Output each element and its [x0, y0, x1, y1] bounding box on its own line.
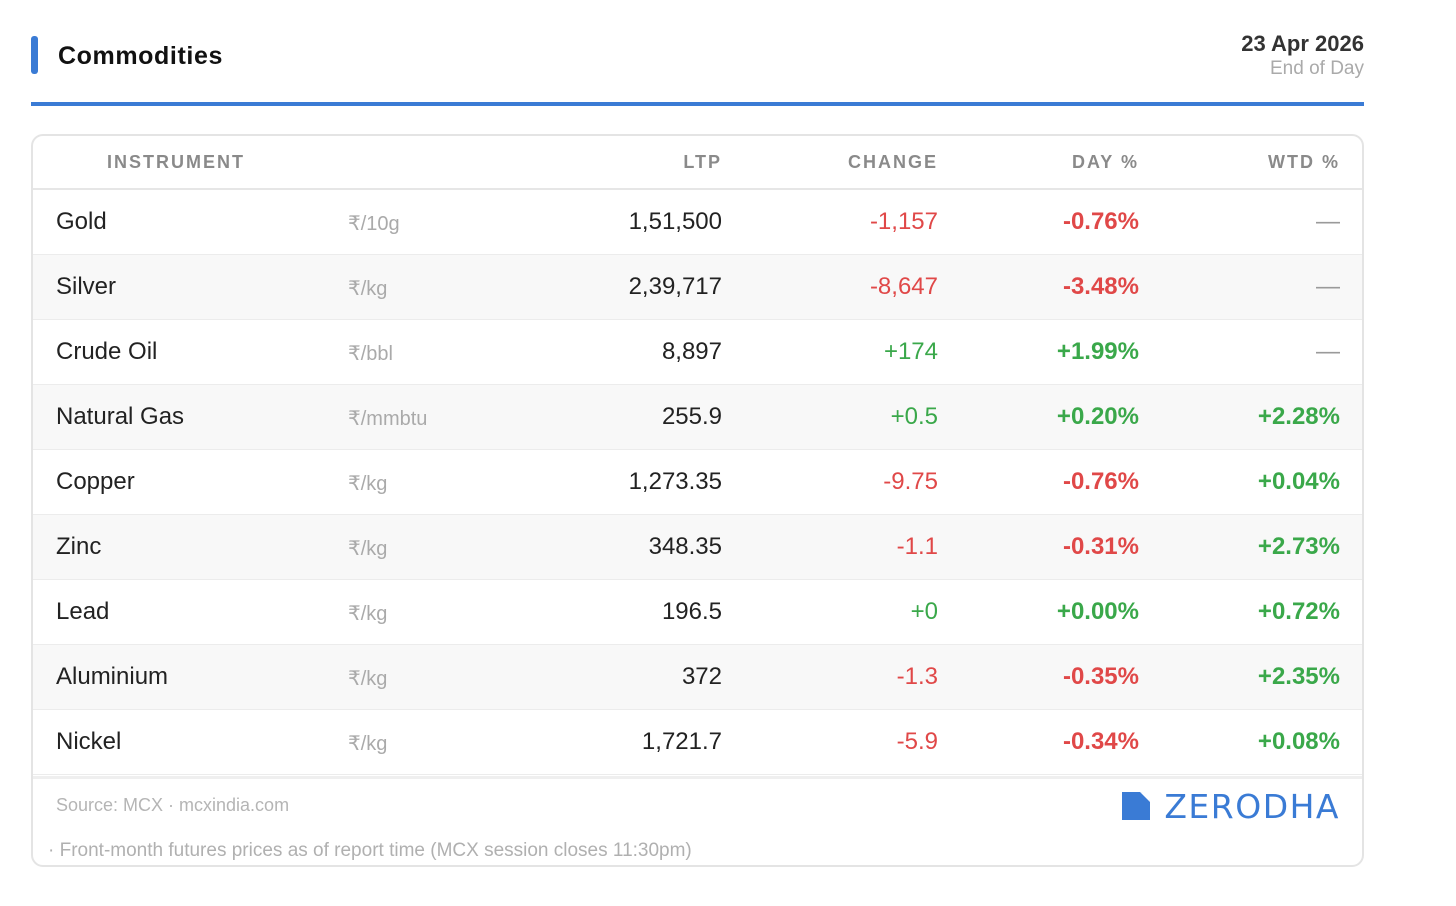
ltp-value: 1,273.35	[628, 468, 722, 495]
wtd-pct-value: +0.72%	[1257, 598, 1340, 625]
change-value: -1,157	[869, 208, 938, 235]
title-accent-bar	[31, 36, 38, 74]
zerodha-logo-text: ZERODHA	[1164, 786, 1340, 826]
instrument-name: Gold	[56, 208, 107, 235]
day-pct-value: -0.31%	[1062, 533, 1139, 560]
day-pct-value: -0.76%	[1062, 468, 1139, 495]
wtd-pct-value: —	[1316, 273, 1340, 300]
table-header: INSTRUMENT LTP CHANGE DAY % WTD %	[33, 136, 1362, 190]
instrument-name: Silver	[56, 273, 117, 300]
instrument-unit: ₹/kg	[348, 278, 388, 300]
column-header-wtd-pct: WTD %	[1268, 152, 1340, 172]
footer-divider	[33, 776, 1362, 779]
day-pct-value: +0.00%	[1056, 598, 1139, 625]
instrument-unit: ₹/kg	[348, 538, 388, 560]
table-row: Nickel ₹/kg 1,721.7 -5.9 -0.34% +0.08%	[33, 710, 1362, 775]
table-row: Lead ₹/kg 196.5 +0 +0.00% +0.72%	[33, 580, 1362, 645]
instrument-unit: ₹/kg	[348, 473, 388, 495]
report-subtitle: End of Day	[1270, 58, 1364, 79]
column-header-instrument: INSTRUMENT	[107, 152, 245, 172]
change-value: -1.3	[896, 663, 938, 690]
instrument-name: Crude Oil	[56, 338, 158, 365]
wtd-pct-value: +0.08%	[1257, 728, 1340, 755]
column-header-ltp: LTP	[683, 152, 722, 172]
change-value: +0.5	[890, 403, 938, 430]
report-date: 23 Apr 2026	[1241, 31, 1364, 56]
ltp-value: 196.5	[661, 598, 722, 625]
page-title: Commodities	[58, 42, 223, 70]
change-value: -9.75	[883, 468, 938, 495]
day-pct-value: +0.20%	[1056, 403, 1139, 430]
instrument-unit: ₹/bbl	[348, 343, 393, 365]
footnote: · Front-month futures prices as of repor…	[48, 840, 692, 861]
instrument-name: Lead	[56, 598, 110, 625]
ltp-value: 8,897	[661, 338, 722, 365]
table-row: Natural Gas ₹/mmbtu 255.9 +0.5 +0.20% +2.28%	[33, 385, 1362, 450]
ltp-value: 372	[681, 663, 722, 690]
table-row: Copper ₹/kg 1,273.35 -9.75 -0.76% +0.04%	[33, 450, 1362, 515]
day-pct-value: -0.76%	[1062, 208, 1139, 235]
change-value: +174	[883, 338, 938, 365]
wtd-pct-value: +0.04%	[1257, 468, 1340, 495]
change-value: -8,647	[869, 273, 938, 300]
instrument-unit: ₹/kg	[348, 668, 388, 690]
instrument-unit: ₹/kg	[348, 733, 388, 755]
source-text: Source: MCX · mcxindia.com	[56, 795, 290, 815]
instrument-name: Natural Gas	[56, 403, 185, 430]
column-header-day-pct: DAY %	[1071, 152, 1139, 172]
change-value: +0	[910, 598, 938, 625]
ltp-value: 348.35	[648, 533, 722, 560]
report-header: Commodities 23 Apr 2026 End of Day	[31, 30, 1364, 107]
table-row: Zinc ₹/kg 348.35 -1.1 -0.31% +2.73%	[33, 515, 1362, 580]
day-pct-value: +1.99%	[1056, 338, 1139, 365]
table-row: Gold ₹/10g 1,51,500 -1,157 -0.76% —	[33, 190, 1362, 255]
wtd-pct-value: +2.73%	[1257, 533, 1340, 560]
ltp-value: 2,39,717	[628, 273, 722, 300]
ltp-value: 255.9	[661, 403, 722, 430]
instrument-unit: ₹/kg	[348, 603, 388, 625]
wtd-pct-value: +2.35%	[1257, 663, 1340, 690]
commodities-table-card: INSTRUMENT LTP CHANGE DAY % WTD % Gold ₹/…	[31, 134, 1364, 867]
table-row: Silver ₹/kg 2,39,717 -8,647 -3.48% —	[33, 255, 1362, 320]
zerodha-logo: ZERODHA	[1122, 786, 1340, 826]
instrument-name: Aluminium	[56, 663, 169, 690]
zerodha-logo-icon	[1122, 792, 1151, 820]
table-row: Crude Oil ₹/bbl 8,897 +174 +1.99% —	[33, 320, 1362, 385]
day-pct-value: -3.48%	[1062, 273, 1139, 300]
change-value: -5.9	[896, 728, 938, 755]
day-pct-value: -0.35%	[1062, 663, 1139, 690]
wtd-pct-value: —	[1316, 208, 1340, 235]
instrument-unit: ₹/mmbtu	[348, 408, 428, 430]
table-row: Aluminium ₹/kg 372 -1.3 -0.35% +2.35%	[33, 645, 1362, 710]
instrument-name: Nickel	[56, 728, 122, 755]
instrument-name: Zinc	[56, 533, 102, 560]
instrument-name: Copper	[56, 468, 135, 495]
wtd-pct-value: —	[1316, 338, 1340, 365]
column-header-change: CHANGE	[847, 152, 938, 172]
day-pct-value: -0.34%	[1062, 728, 1139, 755]
wtd-pct-value: +2.28%	[1257, 403, 1340, 430]
date-block: 23 Apr 2026 End of Day	[1241, 30, 1364, 80]
ltp-value: 1,51,500	[628, 208, 722, 235]
instrument-unit: ₹/10g	[348, 213, 400, 235]
header-divider	[31, 102, 1364, 106]
change-value: -1.1	[896, 533, 938, 560]
ltp-value: 1,721.7	[641, 728, 722, 755]
